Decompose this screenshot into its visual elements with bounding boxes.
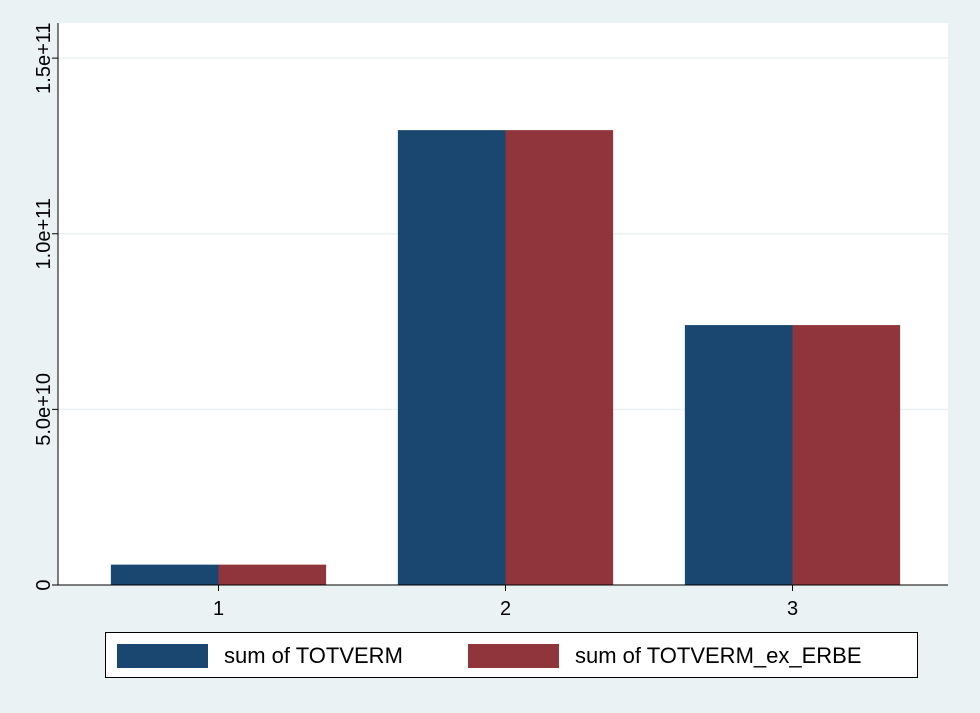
bar-series-1-cat-2 xyxy=(397,130,506,585)
bar-series-2-cat-3 xyxy=(792,325,901,585)
legend-swatch-series-2 xyxy=(468,644,559,668)
legend: sum of TOTVERM sum of TOTVERM_ex_ERBE xyxy=(105,632,918,678)
x-axis: 1 2 3 xyxy=(58,584,948,620)
legend-swatch-series-1 xyxy=(117,644,208,668)
bar-series-1-cat-1 xyxy=(110,564,219,585)
bar-series-2-cat-2 xyxy=(505,130,614,585)
legend-label-series-1: sum of TOTVERM xyxy=(224,643,403,668)
y-tick-label-1: 5.0e+10 xyxy=(33,373,55,446)
x-tick-label-1: 1 xyxy=(213,598,224,620)
bar-series-2-cat-1 xyxy=(218,564,327,585)
bar-series-1-cat-3 xyxy=(684,325,793,585)
x-tick-label-2: 2 xyxy=(500,598,511,620)
x-tick-label-3: 3 xyxy=(787,598,798,620)
bars xyxy=(110,130,901,585)
y-tick-label-3: 1.5e+11 xyxy=(33,22,55,93)
y-tick-label-2: 1.0e+11 xyxy=(33,198,55,269)
legend-label-series-2: sum of TOTVERM_ex_ERBE xyxy=(575,643,862,668)
y-axis: 0 5.0e+10 1.0e+11 1.5e+11 xyxy=(33,22,59,591)
y-tick-label-0: 0 xyxy=(33,579,55,590)
